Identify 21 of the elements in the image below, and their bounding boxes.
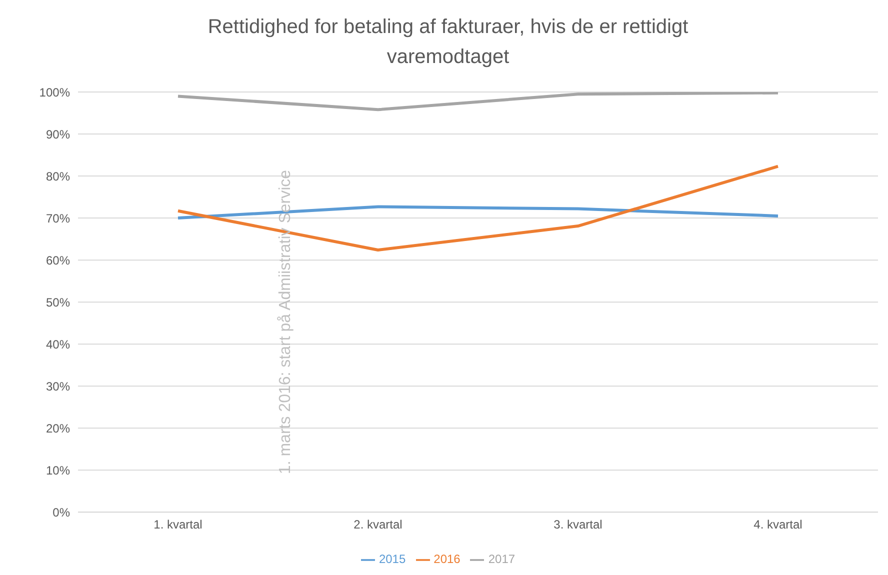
- x-tick-label: 3. kvartal: [554, 518, 602, 532]
- y-tick-label: 70%: [46, 211, 70, 226]
- x-tick-label: 4. kvartal: [754, 518, 802, 532]
- legend-label: 2015: [378, 552, 406, 566]
- legend-label: 2016: [434, 552, 460, 566]
- y-tick-label: 0%: [52, 505, 70, 520]
- x-tick-label: 2. kvartal: [354, 518, 402, 532]
- chart-title: Rettidighed for betaling af fakturaer, hvis de er rettidigt varemodtaget: [206, 15, 690, 70]
- y-tick-label: 40%: [46, 337, 70, 352]
- y-tick-label: 80%: [46, 169, 70, 184]
- y-tick-label: 20%: [46, 421, 70, 436]
- legend-label: 2017: [488, 552, 516, 566]
- y-tick-label: 30%: [46, 379, 70, 394]
- y-tick-label: 100%: [39, 85, 70, 100]
- x-tick-label: 1. kvartal: [154, 518, 202, 532]
- y-tick-label: 10%: [46, 463, 70, 478]
- y-tick-label: 60%: [46, 253, 70, 268]
- line-series: [176, 92, 780, 112]
- y-tick-label: 90%: [46, 127, 70, 142]
- annotation: 1. marts 2016: start på Admiistrativ Service: [277, 170, 294, 474]
- y-tick-label: 50%: [46, 295, 70, 310]
